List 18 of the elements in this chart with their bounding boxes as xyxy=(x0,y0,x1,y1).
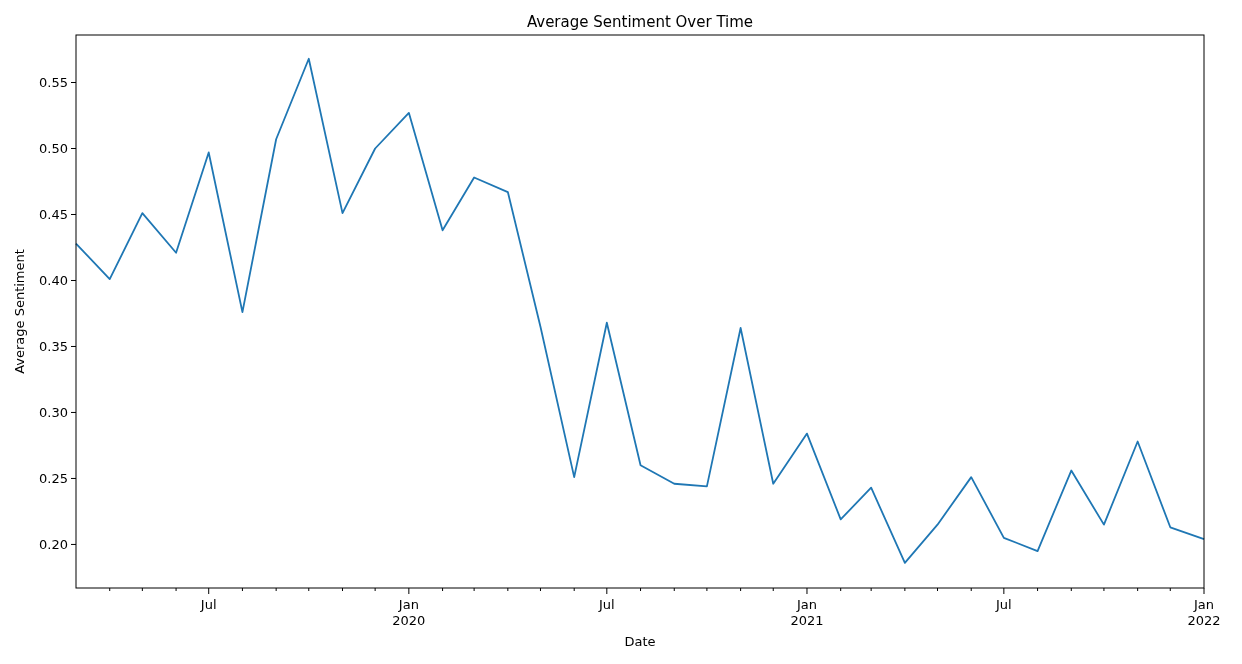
y-tick-label: 0.55 xyxy=(39,75,68,91)
y-tick-label: 0.20 xyxy=(39,537,68,552)
y-tick-label: 0.25 xyxy=(39,471,68,487)
y-tick-label: 0.50 xyxy=(39,141,68,157)
y-tick-label: 0.35 xyxy=(39,339,68,355)
x-tick-label: Jan 2020 xyxy=(392,597,426,628)
x-tick-label: Jul xyxy=(199,597,217,612)
chart-title: Average Sentiment Over Time xyxy=(526,13,754,31)
x-tick-label: Jul xyxy=(597,597,615,612)
y-tick-label: 0.30 xyxy=(39,405,68,421)
y-tick-label: 0.40 xyxy=(39,273,68,289)
y-tick-label: 0.45 xyxy=(39,207,68,223)
line-series xyxy=(75,57,1205,564)
x-tick-label: Jan 2022 xyxy=(1187,597,1221,628)
x-tick-label: Jul xyxy=(995,597,1012,612)
y-axis-title: Average Sentiment xyxy=(12,249,27,374)
x-axis-title: Date xyxy=(624,634,656,649)
x-tick-label: Jan 2021 xyxy=(790,597,824,628)
